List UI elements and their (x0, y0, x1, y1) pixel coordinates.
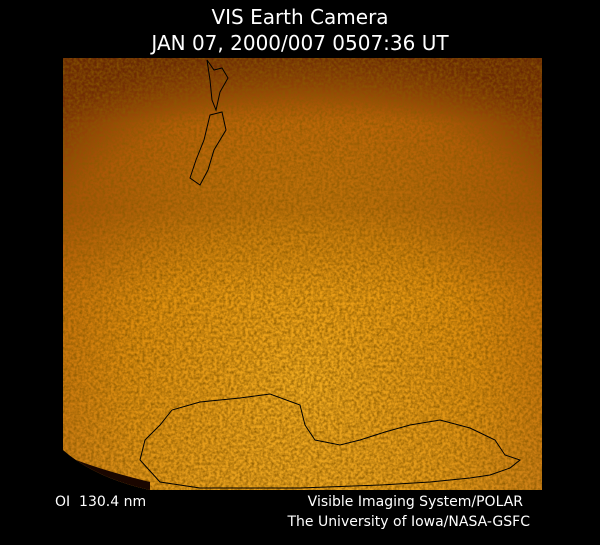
title: VIS Earth Camera (211, 5, 388, 29)
instrument-label: Visible Imaging System/POLAR (308, 494, 524, 510)
filter-label: OI 130.4 nm (55, 494, 146, 510)
coastlines (139, 59, 522, 489)
institution-label: The University of Iowa/NASA-GSFC (286, 514, 530, 530)
timestamp: JAN 07, 2000/007 0507:36 UT (149, 31, 449, 55)
image (63, 58, 542, 490)
noise (63, 58, 542, 490)
